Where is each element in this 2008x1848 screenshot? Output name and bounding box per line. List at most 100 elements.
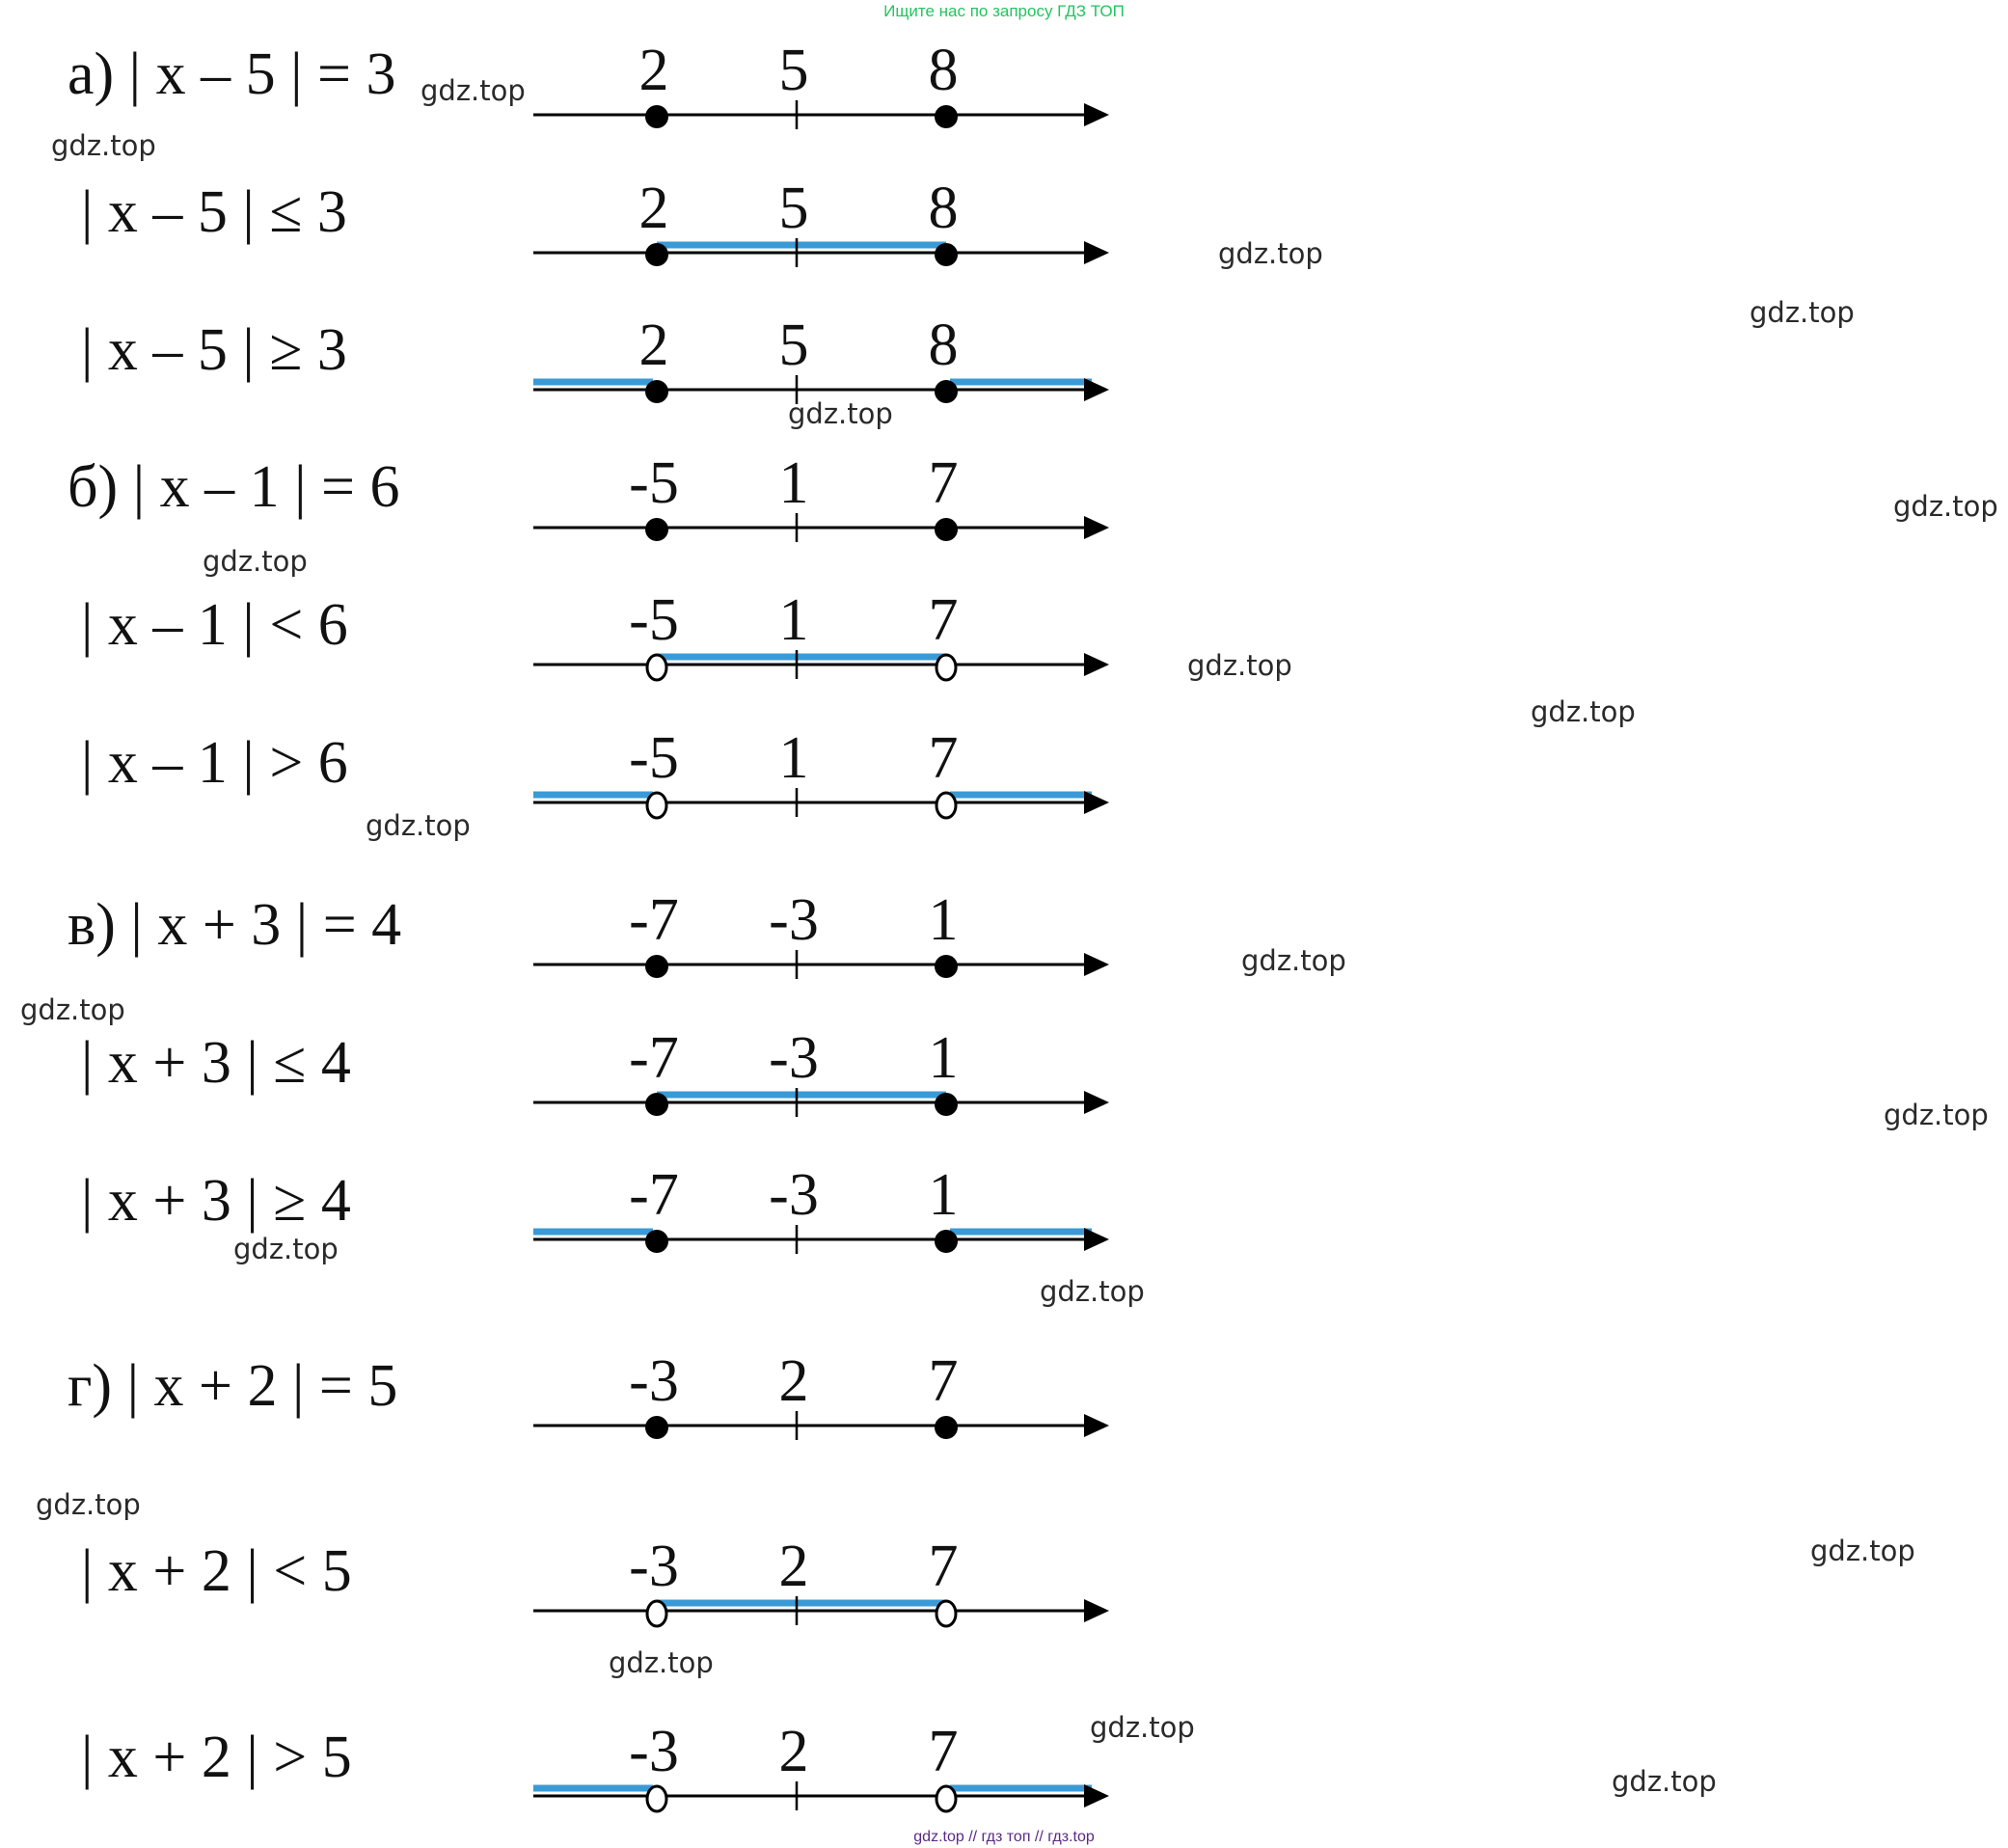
watermark: gdz.top (1040, 1275, 1145, 1308)
left-point-filled (645, 1230, 668, 1253)
center-point-label: 5 (779, 176, 809, 241)
watermark: gdz.top (20, 993, 125, 1026)
left-point-filled (645, 380, 668, 403)
center-point-label: 2 (779, 1719, 809, 1784)
number-line-arrow (1084, 1091, 1109, 1114)
watermark: gdz.top (1884, 1099, 1989, 1131)
number-line-arrow (1084, 103, 1109, 126)
right-point-label: 7 (929, 450, 959, 516)
right-point-label: 7 (929, 1348, 959, 1414)
left-point-label: 2 (639, 176, 669, 241)
problem-b-inequality-gt: | x – 1 | > 6 (81, 730, 348, 796)
center-point-label: -3 (769, 1162, 819, 1228)
watermark: gdz.top (1612, 1765, 1717, 1798)
problem-g-inequality-lt: | x + 2 | < 5 (81, 1538, 352, 1604)
watermark: gdz.top (1810, 1535, 1915, 1567)
left-point-label: -3 (629, 1719, 679, 1784)
right-point-filled (935, 380, 958, 403)
problem-v-inequality-le: | x + 3 | ≤ 4 (81, 1030, 351, 1096)
watermark: gdz.top (203, 545, 308, 578)
right-point-open (935, 791, 958, 820)
watermark: gdz.top (788, 397, 893, 430)
right-point-label: 1 (929, 1025, 959, 1091)
center-point-label: 2 (779, 1348, 809, 1414)
right-point-label: 7 (929, 1719, 959, 1784)
right-point-label: 8 (929, 313, 959, 378)
center-point-label: 5 (779, 38, 809, 103)
left-point-filled (645, 1416, 668, 1439)
left-point-label: -7 (629, 1162, 679, 1228)
left-point-filled (645, 518, 668, 541)
watermark: gdz.top (609, 1646, 714, 1679)
number-line-arrow (1084, 953, 1109, 976)
watermark: gdz.top (1241, 944, 1346, 977)
right-point-label: 7 (929, 1534, 959, 1599)
right-point-open (935, 653, 958, 682)
right-point-filled (935, 105, 958, 128)
right-point-label: 8 (929, 38, 959, 103)
watermark: gdz.top (51, 129, 156, 162)
left-point-open (645, 653, 668, 682)
watermark: gdz.top (1893, 490, 1998, 523)
right-point-filled (935, 1416, 958, 1439)
center-point-label: 1 (779, 450, 809, 516)
number-line-arrow (1084, 1784, 1109, 1807)
problem-a-inequality-le: | x – 5 | ≤ 3 (81, 179, 347, 245)
left-point-label: -7 (629, 1025, 679, 1091)
right-point-filled (935, 955, 958, 978)
number-line-arrow (1084, 1599, 1109, 1622)
right-point-label: 1 (929, 887, 959, 953)
watermark: gdz.top (1750, 296, 1855, 329)
number-line-arrow (1084, 791, 1109, 814)
number-line-arrow (1084, 516, 1109, 539)
center-point-label: 5 (779, 313, 809, 378)
problem-a-inequality-ge: | x – 5 | ≥ 3 (81, 317, 347, 383)
watermark: gdz.top (1531, 695, 1636, 728)
left-point-label: -5 (629, 587, 679, 653)
watermark: gdz.top (1218, 237, 1323, 270)
left-point-label: -5 (629, 725, 679, 791)
problem-v-inequality-ge: | x + 3 | ≥ 4 (81, 1168, 351, 1234)
center-point-label: 2 (779, 1534, 809, 1599)
left-point-filled (645, 105, 668, 128)
number-line-arrow (1084, 378, 1109, 401)
footer-links: gdz.top // гдз топ // гдз.top (913, 1829, 1095, 1845)
left-point-label: 2 (639, 38, 669, 103)
number-line-arrow (1084, 1228, 1109, 1251)
right-point-label: 7 (929, 587, 959, 653)
center-point-label: -3 (769, 1025, 819, 1091)
left-point-filled (645, 1093, 668, 1116)
watermark: gdz.top (1187, 649, 1292, 682)
left-point-open (645, 1784, 668, 1813)
right-point-open (935, 1599, 958, 1628)
right-point-filled (935, 518, 958, 541)
left-point-label: -3 (629, 1534, 679, 1599)
problem-a-equation: а) | x – 5 | = 3 (68, 41, 396, 107)
number-line-arrow (1084, 241, 1109, 264)
right-point-label: 7 (929, 725, 959, 791)
left-point-open (645, 1599, 668, 1628)
watermark: gdz.top (1090, 1711, 1195, 1744)
watermark: gdz.top (366, 809, 471, 842)
top-banner: Ищите нас по запросу ГДЗ ТОП (883, 2, 1125, 20)
number-line-arrow (1084, 1414, 1109, 1437)
right-point-filled (935, 243, 958, 266)
problem-b-equation: б) | x – 1 | = 6 (68, 454, 400, 520)
left-point-filled (645, 955, 668, 978)
right-point-filled (935, 1230, 958, 1253)
watermark: gdz.top (233, 1233, 339, 1265)
watermark: gdz.top (36, 1488, 141, 1521)
center-point-label: 1 (779, 587, 809, 653)
problem-b-inequality-lt: | x – 1 | < 6 (81, 592, 348, 658)
watermark: gdz.top (421, 74, 526, 107)
left-point-filled (645, 243, 668, 266)
problem-g-equation: г) | x + 2 | = 5 (68, 1353, 398, 1419)
right-point-label: 1 (929, 1162, 959, 1228)
right-point-label: 8 (929, 176, 959, 241)
problem-g-inequality-gt: | x + 2 | > 5 (81, 1725, 352, 1790)
left-point-label: 2 (639, 313, 669, 378)
left-point-label: -7 (629, 887, 679, 953)
problem-v-equation: в) | x + 3 | = 4 (68, 892, 402, 958)
